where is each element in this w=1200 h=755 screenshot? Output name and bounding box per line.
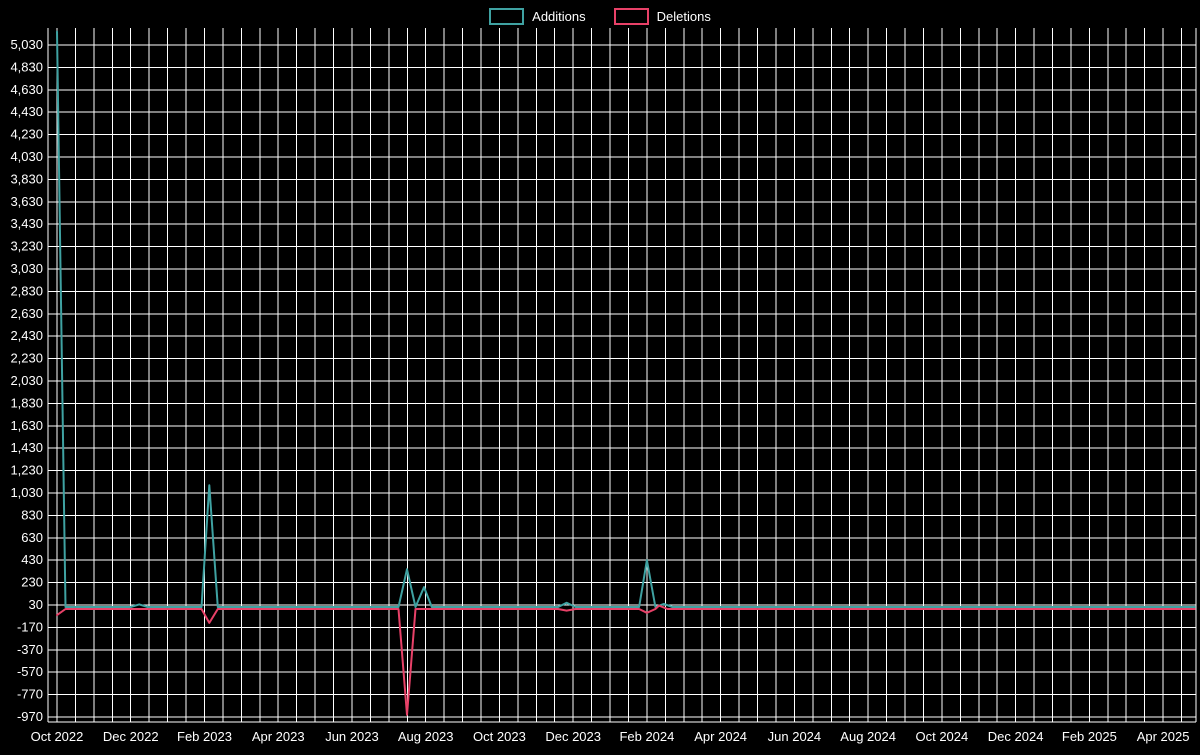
x-axis-tick-label: Dec 2023 [545,729,601,744]
x-axis-tick-label: Feb 2023 [177,729,232,744]
series-deletions-line [56,604,1196,716]
x-axis-tick-label: Dec 2024 [988,729,1044,744]
y-axis-tick-label: 2,630 [10,306,43,321]
x-axis-tick-label: Oct 2022 [31,729,84,744]
y-axis-tick-label: 430 [21,552,43,567]
y-axis-tick-label: 230 [21,575,43,590]
y-axis-tick-label: 630 [21,530,43,545]
y-axis-tick-label: -170 [17,619,43,634]
gridlines [47,28,1197,723]
y-axis-tick-label: 4,430 [10,104,43,119]
y-axis-tick-label: -770 [17,687,43,702]
y-axis-tick-label: 4,030 [10,149,43,164]
x-axis-tick-label: Apr 2023 [252,729,305,744]
y-axis-tick-label: 3,830 [10,171,43,186]
y-axis-tick-label: 3,030 [10,261,43,276]
x-axis-tick-label: Feb 2025 [1062,729,1117,744]
legend-item-deletions[interactable]: Deletions [613,8,711,25]
y-axis-tick-label: 830 [21,507,43,522]
y-axis-tick-label: 3,630 [10,194,43,209]
x-axis-tick-label: Feb 2024 [619,729,674,744]
chart-legend: Additions Deletions [0,8,1200,25]
series-additions-line [56,30,1196,608]
x-axis-tick-label: Aug 2023 [398,729,454,744]
y-axis-tick-label: -970 [17,709,43,724]
y-axis-tick-label: 4,630 [10,82,43,97]
y-axis-tick-label: 1,030 [10,485,43,500]
y-axis-tick-label: 4,230 [10,127,43,142]
x-axis-tick-label: Apr 2024 [694,729,747,744]
x-axis-tick-label: Oct 2023 [473,729,526,744]
y-axis-tick-label: 1,430 [10,440,43,455]
y-axis-tick-label: 2,830 [10,283,43,298]
y-axis-tick-label: -570 [17,664,43,679]
additions-swatch-icon [489,8,525,25]
x-axis-tick-label: Aug 2024 [840,729,896,744]
y-axis-tick-label: 2,030 [10,373,43,388]
y-axis-tick-label: 1,230 [10,463,43,478]
y-axis-tick-label: 3,430 [10,216,43,231]
legend-item-additions[interactable]: Additions [489,8,586,25]
x-axis-tick-label: Dec 2022 [103,729,159,744]
y-axis-tick-label: 4,830 [10,59,43,74]
axis-labels: 5,030 4,830 4,630 4,430 4,230 4,030 3,830 3,630… [10,37,1189,744]
y-axis-tick-label: 3,230 [10,239,43,254]
y-axis-tick-label: 1,830 [10,395,43,410]
legend-label-deletions: Deletions [656,9,711,24]
deletions-swatch-icon [613,8,649,25]
legend-label-additions: Additions [532,9,586,24]
x-axis-tick-label: Jun 2023 [325,729,379,744]
y-axis-tick-label: 2,230 [10,351,43,366]
x-axis-tick-label: Oct 2024 [915,729,968,744]
y-axis-tick-label: -370 [17,642,43,657]
y-axis-tick-label: 1,630 [10,418,43,433]
y-axis-tick-label: 5,030 [10,37,43,52]
x-axis-tick-label: Jun 2024 [768,729,822,744]
y-axis-tick-label: 2,430 [10,328,43,343]
x-axis-tick-label: Apr 2025 [1137,729,1190,744]
y-axis-tick-label: 30 [29,597,43,612]
